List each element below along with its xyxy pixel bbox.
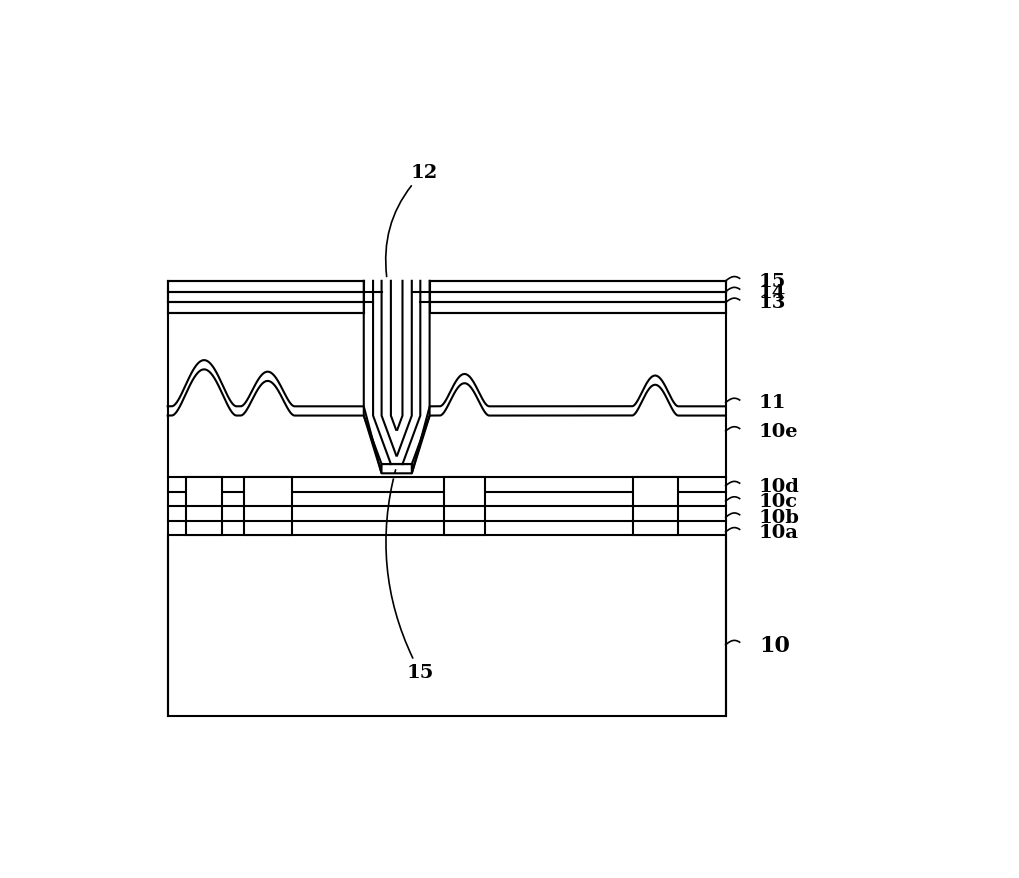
Text: 10a: 10a <box>759 523 799 541</box>
Bar <box>168 282 364 313</box>
Text: 15: 15 <box>386 471 434 681</box>
Text: 13: 13 <box>759 294 787 312</box>
Bar <box>168 536 726 716</box>
Text: 10: 10 <box>759 634 790 656</box>
Text: 11: 11 <box>759 394 787 412</box>
Bar <box>185 478 222 536</box>
Text: 10e: 10e <box>759 422 799 441</box>
Bar <box>430 282 726 313</box>
Bar <box>244 478 291 536</box>
Text: 15: 15 <box>759 272 787 291</box>
Bar <box>443 478 485 536</box>
Text: 14: 14 <box>759 284 787 301</box>
Text: 10c: 10c <box>759 493 798 510</box>
Text: 12: 12 <box>385 163 437 277</box>
Text: 10d: 10d <box>759 477 800 495</box>
Text: 10b: 10b <box>759 508 800 527</box>
Bar <box>633 478 678 536</box>
